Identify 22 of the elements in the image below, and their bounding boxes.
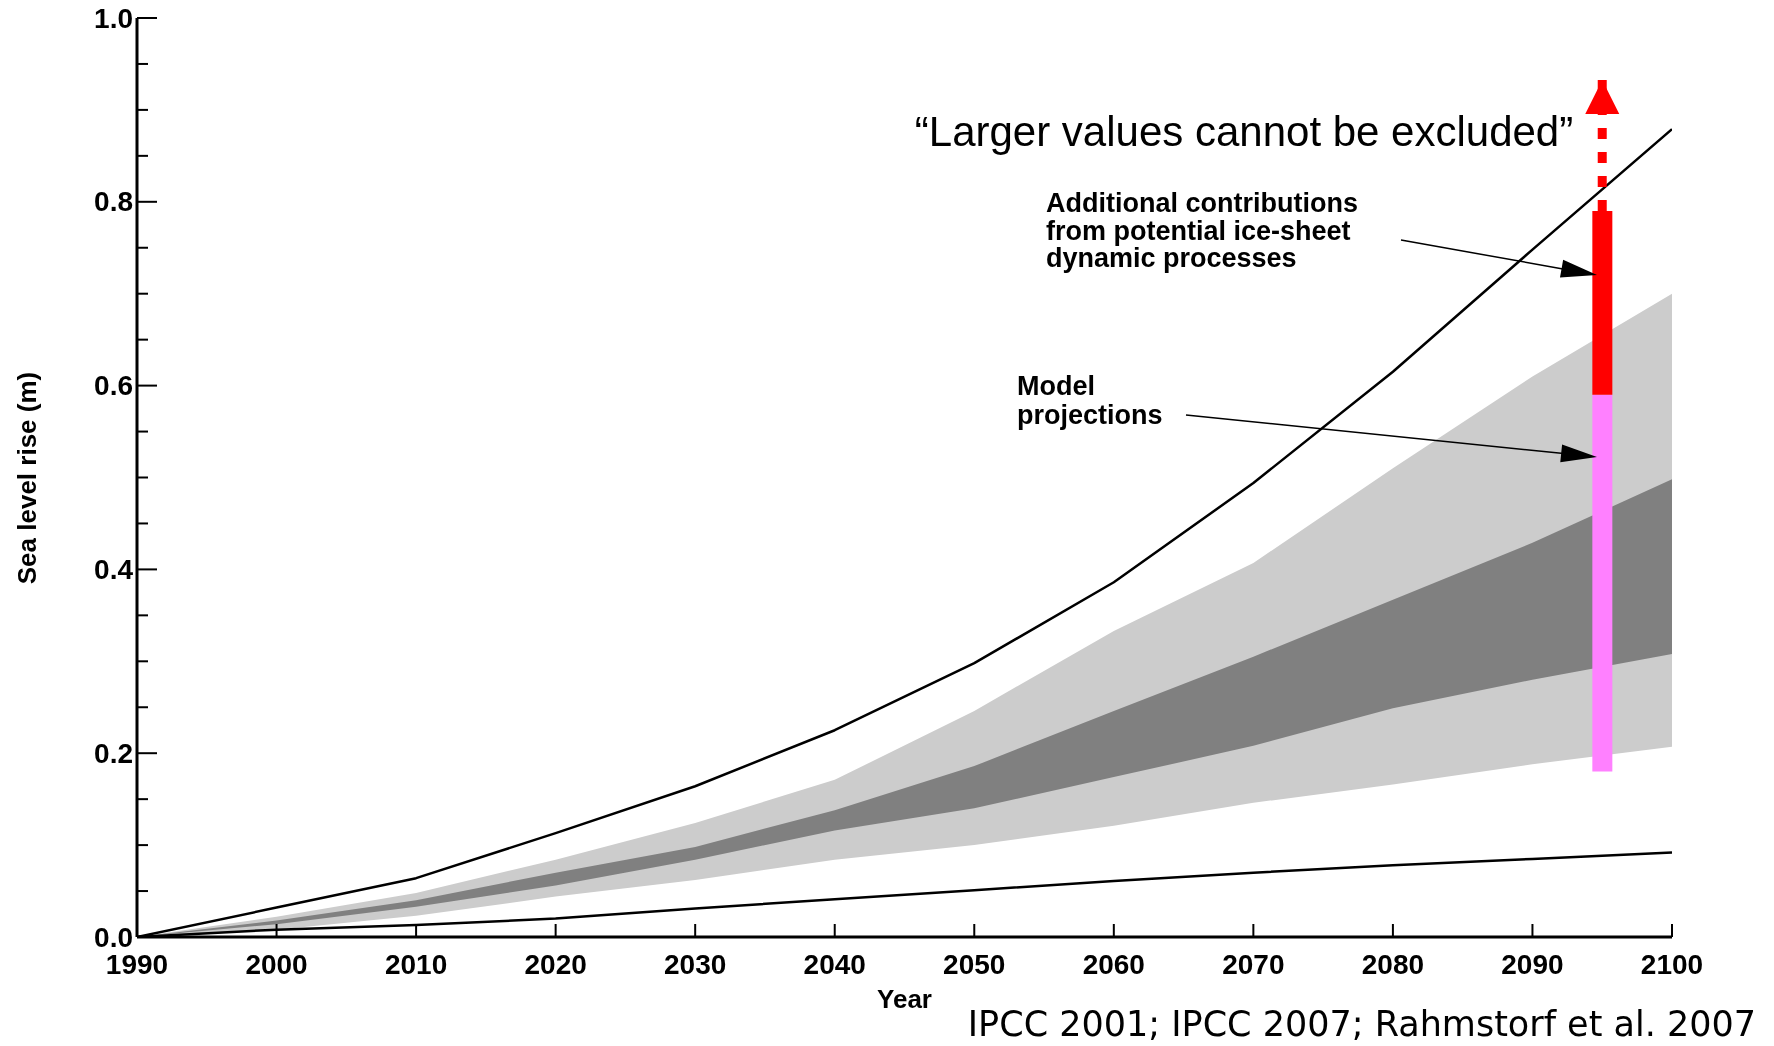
x-tick-label: 2100	[1640, 948, 1704, 980]
x-axis-title: Year	[877, 984, 932, 1014]
x-tick-label: 2090	[1501, 948, 1564, 980]
annotation: Model projections	[1017, 371, 1163, 430]
annotation: “Larger values cannot be excluded”	[914, 107, 1574, 155]
x-tick-label: 2050	[943, 948, 1006, 980]
x-tick-label: 2080	[1361, 948, 1425, 980]
text: IPCC 2001; IPCC 2007; Rahmstorf et al. 2007	[967, 1004, 1756, 1044]
y-tick-label: 0.8	[94, 186, 133, 218]
y-tick-label: 0.6	[94, 370, 133, 402]
x-tick-label: 2000	[245, 948, 308, 980]
y-axis-title: Sea level rise (m)	[12, 371, 42, 585]
y-tick-label: 1.0	[94, 2, 133, 34]
x-tick-label: 2060	[1082, 948, 1145, 980]
x-tick-label: 2020	[524, 948, 587, 980]
x-tick-label: 2030	[664, 948, 727, 980]
annotation: Additional contributions from potential ice-sheet dynamic processes	[1046, 188, 1358, 273]
y-tick-label: 0.2	[94, 737, 133, 769]
x-tick-label: 2010	[384, 948, 448, 980]
x-tick-label: 2070	[1222, 948, 1285, 980]
x-tick-label: 2040	[803, 948, 866, 980]
y-tick-label: 0.4	[94, 553, 134, 585]
